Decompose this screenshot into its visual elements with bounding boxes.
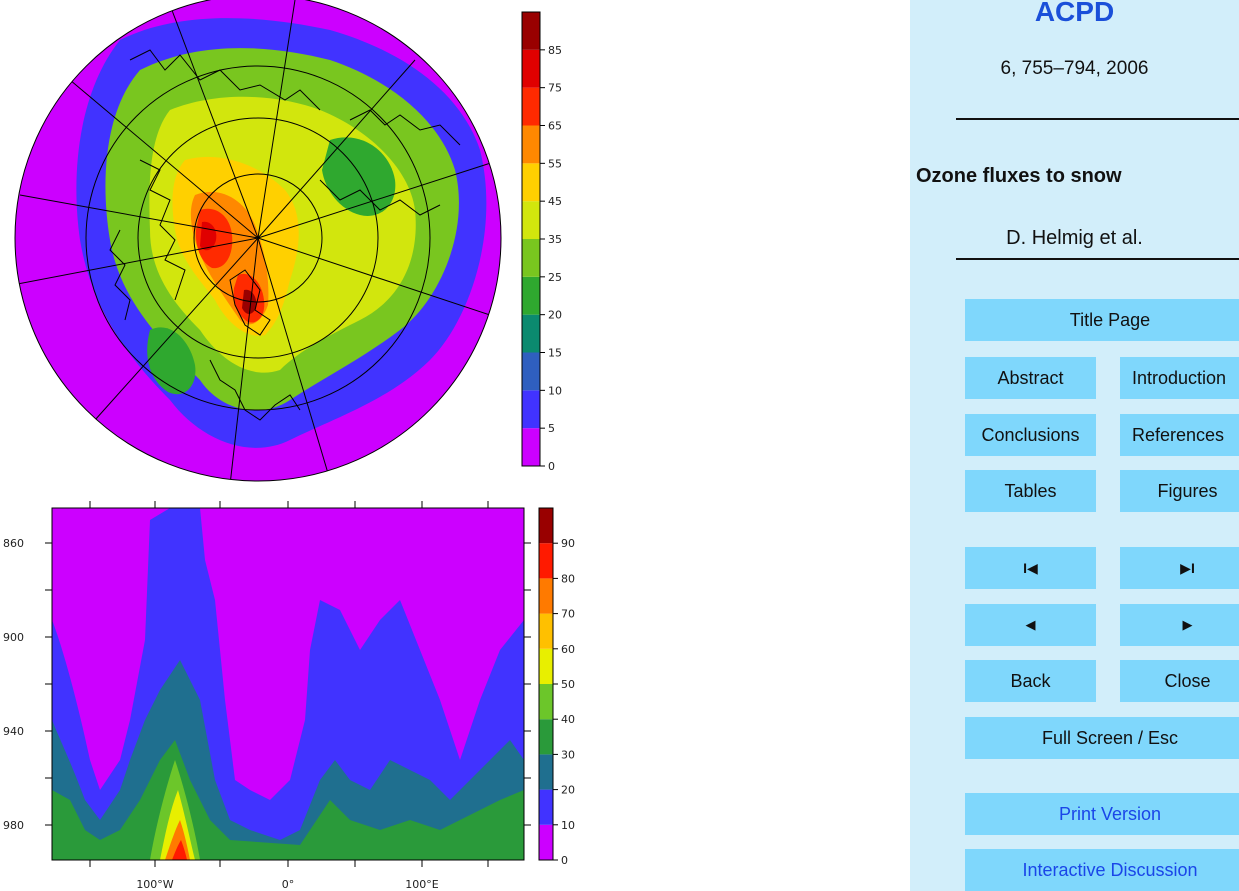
map-field bbox=[15, 0, 501, 481]
colorbar-tick-label: 35 bbox=[548, 233, 562, 246]
x-tick-label: 0° bbox=[282, 878, 295, 891]
back-button[interactable]: Back bbox=[965, 660, 1096, 702]
colorbar-swatch bbox=[522, 239, 540, 277]
colorbar-swatch bbox=[539, 578, 553, 614]
colorbar-swatch bbox=[522, 201, 540, 239]
colorbar-swatch bbox=[522, 163, 540, 202]
colorbar-swatch bbox=[539, 648, 553, 684]
journal-name: ACPD bbox=[1034, 0, 1115, 27]
colorbar-tick-label: 55 bbox=[548, 157, 562, 170]
y-tick-label: 900 bbox=[3, 631, 24, 644]
navigation-panel: ACPD 6, 755–794, 2006 Ozone fluxes to sn… bbox=[910, 0, 1239, 891]
colorbar-swatch bbox=[522, 314, 540, 353]
colorbar-tick-label: 40 bbox=[561, 713, 575, 726]
y-tick-label: 860 bbox=[3, 537, 24, 550]
cross-section-field bbox=[52, 508, 524, 860]
next-page-button[interactable]: ▶ bbox=[1120, 604, 1239, 646]
graticule bbox=[15, 0, 501, 481]
divider bbox=[956, 258, 1239, 260]
conclusions-button[interactable]: Conclusions bbox=[965, 414, 1096, 456]
close-button[interactable]: Close bbox=[1120, 660, 1239, 702]
colorbar-tick-label: 20 bbox=[561, 784, 575, 797]
colorbar-tick-label: 45 bbox=[548, 195, 562, 208]
colorbar-tick-label: 75 bbox=[548, 82, 562, 95]
colorbar-swatch bbox=[522, 87, 540, 126]
figure-panel: 0 5 10 15 20 25 35 45 55 65 75 85 100°W 0° 100°E 860 9… bbox=[3, 0, 575, 891]
colorbar-tick-label: 80 bbox=[561, 572, 575, 585]
print-version-link[interactable]: Print Version bbox=[965, 793, 1239, 835]
title-page-button[interactable]: Title Page bbox=[965, 299, 1239, 341]
colorbar-tick-label: 10 bbox=[548, 384, 562, 397]
colorbar-swatch bbox=[539, 684, 553, 720]
x-tick-label: 100°E bbox=[405, 878, 438, 891]
colorbar-tick-label: 70 bbox=[561, 608, 575, 621]
x-tick-label: 100°W bbox=[136, 878, 173, 891]
map-colorbar: 0 5 10 15 20 25 35 45 55 65 75 85 bbox=[521, 11, 562, 473]
previous-icon: ◀ bbox=[1025, 617, 1036, 632]
colorbar-tick-label: 10 bbox=[561, 819, 575, 832]
fullscreen-button[interactable]: Full Screen / Esc bbox=[965, 717, 1239, 759]
map-boundary bbox=[14, 0, 502, 482]
journal-volume: 6, 755–794, 2006 bbox=[1000, 58, 1149, 79]
colorbar-swatch bbox=[539, 754, 553, 790]
colorbar-swatch bbox=[539, 824, 553, 860]
colorbar-swatch bbox=[539, 508, 553, 544]
colorbar-swatch bbox=[522, 12, 540, 50]
colorbar-swatch bbox=[539, 719, 553, 755]
cross-section-colorbar: 0 10 20 30 40 50 60 70 80 90 bbox=[538, 507, 575, 867]
colorbar-tick-label: 30 bbox=[561, 748, 575, 761]
introduction-button[interactable]: Introduction bbox=[1120, 357, 1239, 399]
last-page-button[interactable]: ▶I bbox=[1120, 547, 1239, 589]
colorbar-swatch bbox=[539, 613, 553, 649]
colorbar-tick-label: 20 bbox=[548, 309, 562, 322]
colorbar-swatch bbox=[522, 352, 540, 391]
cross-section: 100°W 0° 100°E 860 900 940 980 bbox=[3, 501, 531, 891]
polar-map bbox=[14, 0, 502, 482]
colorbar-tick-label: 60 bbox=[561, 643, 575, 656]
colorbar-swatch bbox=[522, 49, 540, 88]
abstract-button[interactable]: Abstract bbox=[965, 357, 1096, 399]
colorbar-swatch bbox=[522, 125, 540, 164]
first-page-button[interactable]: I◀ bbox=[965, 547, 1096, 589]
colorbar-tick-label: 90 bbox=[561, 537, 575, 550]
paper-authors: D. Helmig et al. bbox=[1006, 227, 1143, 249]
colorbar-tick-label: 5 bbox=[548, 422, 555, 435]
colorbar-swatch bbox=[522, 390, 540, 429]
y-tick-label: 980 bbox=[3, 819, 24, 832]
colorbar-tick-label: 50 bbox=[561, 678, 575, 691]
colorbar-tick-label: 85 bbox=[548, 44, 562, 57]
divider bbox=[956, 118, 1239, 120]
next-icon: ▶ bbox=[1182, 617, 1193, 632]
y-tick-label: 940 bbox=[3, 725, 24, 738]
last-page-icon: ▶I bbox=[1180, 559, 1195, 576]
colorbar-tick-label: 0 bbox=[561, 854, 568, 867]
interactive-discussion-link[interactable]: Interactive Discussion bbox=[965, 849, 1239, 891]
colorbar-tick-label: 65 bbox=[548, 120, 562, 133]
colorbar-tick-label: 25 bbox=[548, 271, 562, 284]
colorbar-swatch bbox=[522, 428, 540, 466]
first-page-icon: I◀ bbox=[1023, 559, 1038, 576]
previous-page-button[interactable]: ◀ bbox=[965, 604, 1096, 646]
colorbar-tick-label: 0 bbox=[548, 460, 555, 473]
x-ticks: 100°W 0° 100°E bbox=[89, 501, 489, 891]
paper-title: Ozone fluxes to snow bbox=[916, 165, 1122, 187]
references-button[interactable]: References bbox=[1120, 414, 1239, 456]
figures-button[interactable]: Figures bbox=[1120, 470, 1239, 512]
colorbar-swatch bbox=[539, 543, 553, 579]
colorbar-swatch bbox=[522, 276, 540, 315]
colorbar-swatch bbox=[539, 789, 553, 825]
colorbar-tick-label: 15 bbox=[548, 347, 562, 360]
y-ticks: 860 900 940 980 bbox=[3, 537, 531, 832]
coastlines bbox=[109, 49, 461, 421]
tables-button[interactable]: Tables bbox=[965, 470, 1096, 512]
